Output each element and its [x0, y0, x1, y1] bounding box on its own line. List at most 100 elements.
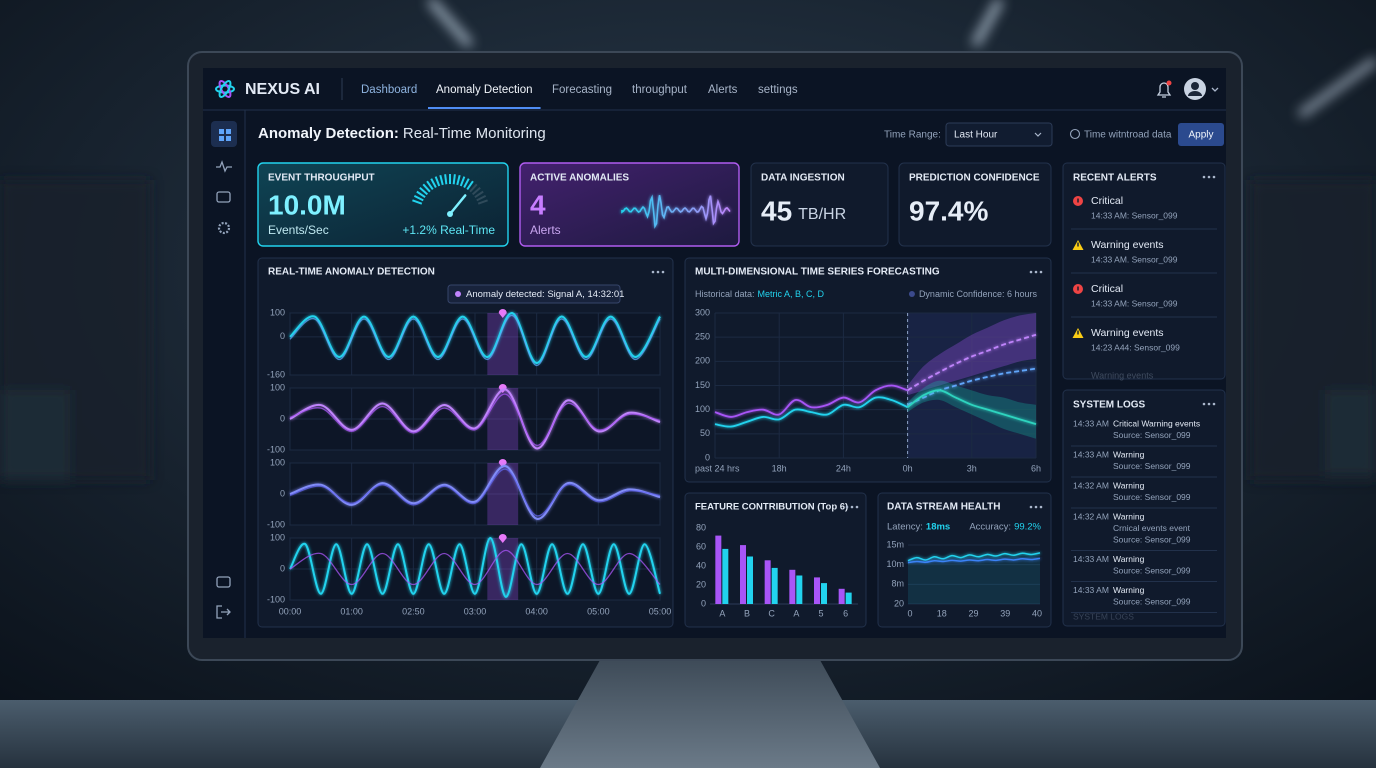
bell-icon[interactable] — [1156, 82, 1172, 98]
room-decor — [0, 0, 1376, 480]
time-range-value: Last Hour — [954, 130, 998, 141]
gauge-tick — [422, 183, 431, 193]
y-tick-label: 150 — [695, 380, 710, 390]
x-tick-label: 01:00 — [340, 606, 363, 616]
menu-dots[interactable] — [1202, 402, 1206, 406]
gauge-tick — [412, 199, 423, 205]
stat-value: 99.2% — [1014, 522, 1041, 533]
y-tick-label: 20 — [696, 579, 706, 589]
bar — [796, 575, 803, 604]
kpi-card — [750, 162, 889, 247]
nav-item[interactable]: settings — [758, 84, 798, 96]
icon-glyph — [1077, 330, 1079, 335]
bar — [722, 548, 729, 604]
log-time: 14:33 AM — [1073, 418, 1109, 428]
sidebar-icon-grid — [219, 129, 224, 134]
menu-dots[interactable] — [1207, 402, 1211, 406]
panel-title: SYSTEM LOGS — [1073, 400, 1146, 411]
menu-dots[interactable] — [855, 505, 859, 509]
menu-dots[interactable] — [1212, 402, 1216, 406]
sidebar-icon-logout[interactable] — [216, 605, 231, 619]
sidebar-icon-chat[interactable] — [216, 576, 231, 588]
nav-item[interactable]: Forecasting — [552, 84, 612, 96]
y-tick-label: 100 — [270, 457, 285, 467]
x-tick-label: 3h — [967, 463, 977, 473]
x-tick-label: 24h — [836, 463, 851, 473]
gauge-tick — [426, 180, 434, 190]
menu-dots[interactable] — [845, 505, 849, 509]
logo-petal — [215, 84, 235, 94]
chart-subtitle: Historical data: — [695, 289, 755, 299]
logo-petal — [218, 80, 232, 98]
bar — [845, 592, 852, 604]
alert-title[interactable]: Warning events — [1091, 327, 1164, 339]
sidebar-icon-settings[interactable] — [217, 221, 231, 235]
nav-item[interactable]: throughput — [632, 84, 688, 96]
panel-title: RECENT ALERTS — [1073, 173, 1157, 184]
apply-label[interactable]: Apply — [1188, 130, 1213, 141]
menu-dots[interactable] — [656, 270, 660, 274]
gauge-tick — [469, 183, 478, 193]
menu-dots[interactable] — [1029, 505, 1033, 509]
chart-title: REAL-TIME ANOMALY DETECTION — [268, 267, 435, 278]
gauge-tick — [477, 199, 488, 205]
kpi-unit: Events/Sec — [268, 223, 329, 237]
menu-dots[interactable] — [1034, 505, 1038, 509]
menu-dots[interactable] — [1212, 175, 1216, 179]
alert-overflow: Warning events — [1091, 370, 1154, 380]
x-tick-label: 5 — [818, 608, 823, 618]
series-line — [907, 389, 1037, 426]
alert-title[interactable]: Critical — [1091, 283, 1123, 295]
menu-dots[interactable] — [1207, 175, 1211, 179]
signal-line — [289, 388, 661, 450]
page-title-rest: Real-Time Monitoring — [403, 125, 546, 142]
menu-dots[interactable] — [1034, 270, 1038, 274]
y-tick-label: 0 — [701, 598, 706, 608]
x-tick-label: 03:00 — [464, 606, 487, 616]
menu-dots[interactable] — [661, 270, 665, 274]
stat-value: 18ms — [926, 522, 950, 533]
bar — [740, 545, 746, 604]
logo-petal — [218, 80, 232, 98]
series-line — [714, 384, 908, 418]
menu-dots[interactable] — [1029, 270, 1033, 274]
stat-label: Latency: — [887, 522, 923, 533]
sidebar-icon-pulse[interactable] — [216, 160, 232, 173]
gauge-tick — [419, 187, 429, 196]
y-tick-label: 10m — [886, 559, 904, 569]
alert-title[interactable]: Warning events — [1091, 239, 1164, 251]
menu-dots[interactable] — [1039, 270, 1043, 274]
menu-dots[interactable] — [850, 505, 854, 509]
toggle-label[interactable]: Time witntroad data — [1084, 130, 1172, 141]
nav-item[interactable]: Anomaly Detection — [436, 84, 533, 96]
series-line — [907, 333, 1037, 392]
menu-dots[interactable] — [1039, 505, 1043, 509]
kpi-card — [898, 162, 1052, 247]
time-range-select[interactable] — [945, 122, 1053, 147]
x-tick-label: 05:00 — [649, 606, 672, 616]
apply-button[interactable] — [1178, 123, 1224, 146]
bar — [814, 577, 820, 604]
y-tick-label: 40 — [696, 560, 706, 570]
alert-title[interactable]: Critical — [1091, 195, 1123, 207]
log-line: Warning — [1113, 554, 1145, 564]
sidebar-icon-grid — [219, 136, 224, 141]
kpi-label: ACTIVE ANOMALIES — [530, 173, 629, 184]
nav-item[interactable]: Dashboard — [361, 84, 417, 96]
y-tick-label: -100 — [267, 594, 285, 604]
chart-title: DATA STREAM HEALTH — [887, 502, 1001, 513]
log-line: Source: Sensor_099 — [1113, 565, 1191, 575]
menu-dots[interactable] — [651, 270, 655, 274]
gauge-needle — [448, 194, 467, 216]
log-line: Warning — [1113, 449, 1145, 459]
sidebar-icon-chat[interactable] — [216, 191, 231, 203]
y-tick-label: 200 — [695, 356, 710, 366]
x-tick-label: 40 — [1032, 608, 1042, 618]
menu-dots[interactable] — [1202, 175, 1206, 179]
alert-detail: 14:33 AM: Sensor_099 — [1091, 210, 1178, 220]
log-time: 14:33 AM — [1073, 585, 1109, 595]
nav-item[interactable]: Alerts — [708, 84, 738, 96]
series-line — [714, 396, 908, 428]
kpi-value: 4 — [530, 189, 546, 220]
